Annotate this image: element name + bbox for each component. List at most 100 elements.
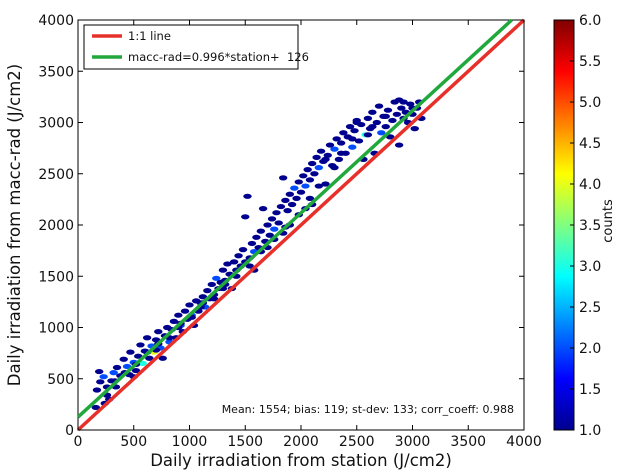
x-tick-label: 4000: [506, 434, 542, 450]
data-point: [131, 367, 141, 374]
data-point: [112, 364, 122, 371]
data-point: [126, 349, 135, 355]
data-point: [381, 113, 390, 119]
data-point: [399, 99, 408, 105]
y-tick-label: 3500: [38, 64, 74, 80]
data-point: [241, 214, 250, 220]
data-point: [374, 103, 384, 109]
data-point: [142, 335, 152, 341]
data-point: [377, 130, 386, 136]
data-point: [283, 208, 292, 214]
data-point: [339, 130, 348, 136]
y-axis-label: Daily irradiation from macc-rad (J/cm2): [5, 64, 24, 386]
data-point: [314, 183, 324, 189]
y-tick-label: 1500: [38, 269, 74, 285]
data-point: [330, 165, 339, 171]
data-point: [92, 387, 102, 393]
data-point: [243, 193, 252, 199]
data-point: [151, 337, 161, 343]
colorbar-tick-label: 2.5: [579, 300, 601, 316]
data-point: [334, 156, 344, 162]
data-point: [336, 150, 346, 156]
data-point: [303, 167, 312, 173]
data-point: [174, 312, 183, 318]
data-point: [256, 228, 266, 234]
data-point: [136, 342, 145, 348]
data-point: [332, 136, 341, 142]
data-point: [234, 253, 243, 259]
data-point: [158, 355, 167, 361]
data-point: [134, 353, 143, 359]
data-point: [392, 111, 402, 117]
data-point: [258, 206, 268, 212]
y-tick-label: 500: [47, 372, 74, 388]
stats-annotation: Mean: 1554; bias: 119; st-dev: 133; corr…: [222, 403, 514, 416]
data-point: [354, 138, 364, 144]
data-point: [305, 177, 315, 183]
data-point: [299, 173, 308, 179]
x-tick-label: 3000: [395, 434, 431, 450]
data-point: [278, 175, 288, 181]
data-point: [348, 144, 357, 150]
data-point: [109, 370, 118, 376]
data-point: [301, 183, 310, 189]
data-point: [252, 234, 261, 240]
data-point: [119, 356, 128, 362]
data-point: [99, 374, 108, 380]
data-point: [307, 160, 317, 167]
x-tick-label: 3500: [450, 434, 486, 450]
y-tick-label: 3000: [38, 116, 74, 132]
data-point: [394, 142, 404, 148]
legend-box: [83, 24, 299, 70]
data-point: [267, 216, 277, 222]
data-point: [314, 165, 324, 171]
x-tick-label: 1000: [172, 434, 208, 450]
data-point: [350, 128, 359, 134]
y-tick-label: 1000: [38, 321, 74, 337]
data-point: [310, 171, 319, 177]
data-point: [348, 136, 357, 142]
data-point: [265, 232, 274, 238]
data-point: [292, 195, 301, 201]
data-point: [397, 105, 406, 111]
data-point: [330, 146, 339, 152]
data-point: [270, 226, 279, 232]
colorbar-tick-label: 4.5: [579, 136, 601, 152]
data-point: [321, 181, 330, 187]
data-point: [272, 210, 281, 216]
data-point: [323, 152, 332, 158]
x-tick-label: 2500: [339, 434, 375, 450]
data-point: [352, 119, 361, 126]
data-point: [290, 185, 299, 191]
data-point: [94, 368, 104, 375]
data-point: [247, 240, 257, 247]
data-point: [207, 281, 216, 288]
data-point: [218, 267, 228, 273]
data-point: [96, 379, 105, 385]
data-point: [209, 296, 219, 302]
data-point: [281, 197, 290, 203]
data-point: [169, 318, 179, 324]
data-point: [154, 329, 163, 335]
data-point: [316, 148, 326, 154]
data-point: [410, 126, 419, 132]
data-point: [388, 117, 397, 124]
data-point: [296, 189, 306, 195]
x-axis-ticks: 0 500 1000 1500 2000 2500 3000 3500 4000: [74, 20, 542, 450]
data-point: [276, 203, 286, 210]
regression-line: [76, 18, 513, 419]
data-point: [122, 363, 132, 370]
colorbar-tick-label: 2.0: [579, 341, 601, 357]
data-point: [372, 119, 382, 126]
x-axis-label: Daily irradiation from station (J/cm2): [150, 451, 452, 470]
y-axis-ticks: 0 500 1000 1500 2000 2500 3000 3500 4000: [38, 13, 524, 439]
data-point: [363, 115, 373, 121]
colorbar-tick-label: 5.5: [579, 54, 601, 70]
data-point: [203, 288, 212, 294]
data-point: [406, 101, 415, 107]
data-point: [336, 140, 346, 146]
data-point: [145, 355, 154, 361]
legend: 1:1 line macc-rad=0.996*station+ 126: [83, 24, 309, 70]
x-tick-label: 1500: [227, 434, 263, 450]
